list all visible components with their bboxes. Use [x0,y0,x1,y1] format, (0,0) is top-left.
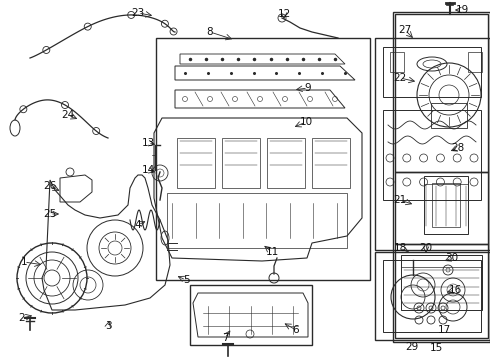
Bar [395,172,488,244]
Text: 16: 16 [448,285,462,295]
Text: 28: 28 [451,143,465,153]
Text: 22: 22 [393,73,407,83]
Text: 7: 7 [221,333,228,343]
Text: 2: 2 [19,313,25,323]
Text: 11: 11 [266,247,279,257]
Bar [190,285,312,345]
Bar [312,138,350,188]
Text: 26: 26 [44,181,57,191]
Text: 19: 19 [455,5,468,15]
Text: 12: 12 [277,9,291,19]
Bar [375,38,490,250]
Bar [393,12,490,342]
Text: 21: 21 [393,195,407,205]
Bar [468,52,482,72]
Bar [401,255,482,310]
Text: 6: 6 [293,325,299,335]
Text: 14: 14 [142,165,155,175]
Bar [267,138,305,188]
Text: 27: 27 [398,25,412,35]
Bar [432,183,460,227]
Text: 10: 10 [299,117,313,127]
Bar [395,14,488,172]
Bar [167,193,347,248]
Text: 13: 13 [142,138,155,148]
Bar [156,38,370,280]
Text: 24: 24 [61,110,74,120]
Bar [431,103,467,128]
Bar [390,52,404,72]
Text: 8: 8 [207,27,213,37]
Text: 9: 9 [305,83,311,93]
Text: 18: 18 [393,243,407,253]
Text: 25: 25 [44,209,57,219]
Text: 30: 30 [445,253,459,263]
Text: 3: 3 [105,321,111,331]
Text: 23: 23 [131,8,145,18]
Text: 29: 29 [405,342,418,352]
Text: 5: 5 [183,275,189,285]
Text: 4: 4 [135,220,141,230]
Text: 15: 15 [429,343,442,353]
Bar [424,176,468,234]
Text: 1: 1 [21,257,27,267]
Text: 17: 17 [438,325,451,335]
Bar [395,244,488,338]
Text: 20: 20 [419,243,433,253]
Bar [222,138,260,188]
Bar [177,138,215,188]
Bar [375,252,490,340]
Bar [383,260,481,332]
